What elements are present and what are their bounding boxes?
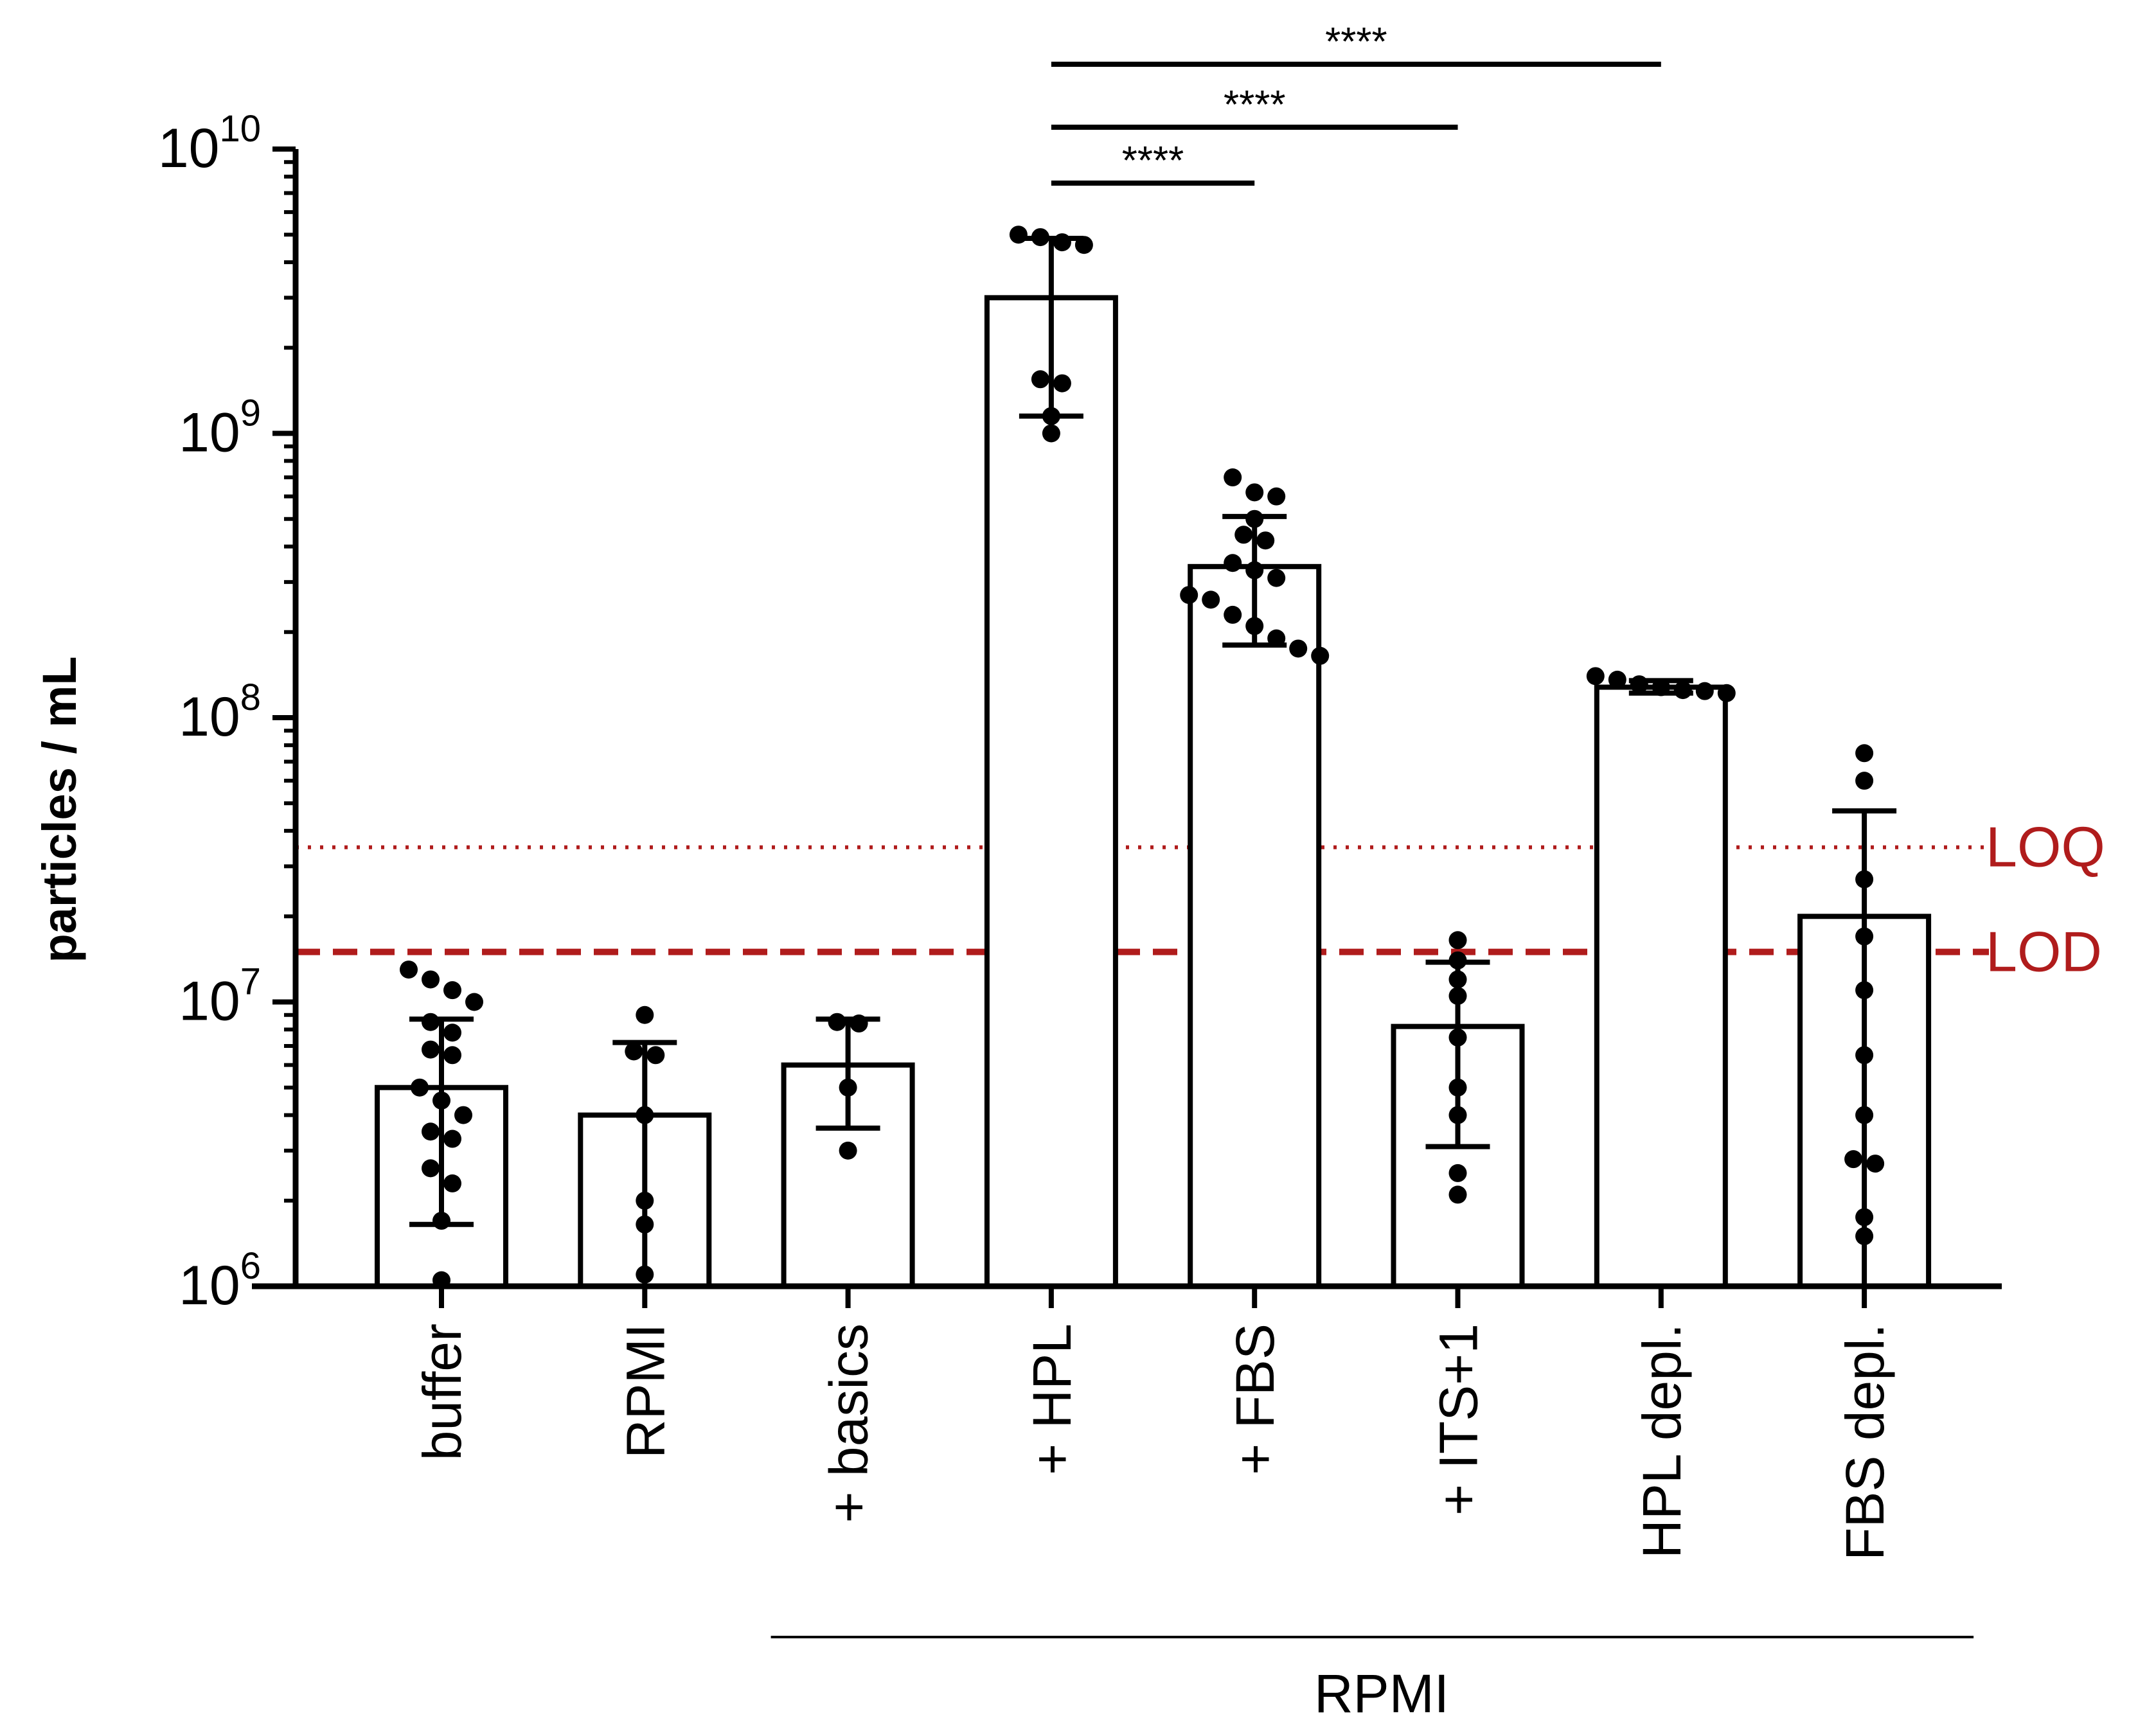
- data-point: [465, 993, 483, 1011]
- x-tick-label: + basics: [819, 1324, 879, 1523]
- data-point: [1448, 931, 1467, 950]
- data-point: [422, 1122, 440, 1141]
- data-point: [422, 1040, 440, 1059]
- data-point: [1224, 605, 1242, 624]
- data-point: [1844, 1150, 1863, 1169]
- y-tick-label: 106: [179, 1245, 261, 1316]
- significance-label: ****: [1122, 139, 1184, 183]
- data-point: [422, 1159, 440, 1178]
- data-point: [1053, 374, 1071, 393]
- data-point: [443, 981, 461, 1000]
- data-point: [1311, 646, 1330, 665]
- data-point: [1042, 424, 1060, 443]
- lod-label: LOD: [1986, 920, 2102, 984]
- data-point: [454, 1106, 472, 1124]
- data-point: [1256, 531, 1275, 550]
- data-point: [443, 1046, 461, 1065]
- data-point: [1448, 1185, 1467, 1204]
- data-point: [1289, 639, 1308, 658]
- data-point: [1267, 487, 1286, 506]
- data-point: [1717, 684, 1736, 702]
- data-point: [1224, 468, 1242, 487]
- data-point: [1448, 1164, 1467, 1182]
- bar: [984, 295, 1118, 1289]
- group-bracket-label: RPMI: [1314, 1663, 1449, 1724]
- y-tick-label: 1010: [158, 108, 261, 179]
- x-tick-label: buffer: [412, 1324, 472, 1460]
- x-tick-label: + HPL: [1022, 1324, 1082, 1475]
- bar: [1188, 563, 1322, 1289]
- data-point: [443, 1129, 461, 1148]
- bar: [1594, 684, 1728, 1289]
- data-point: [1245, 483, 1264, 502]
- data-point: [1180, 586, 1198, 605]
- data-point: [411, 1078, 429, 1097]
- y-tick-label: 108: [179, 677, 261, 748]
- y-axis-title: particles / mL: [33, 656, 86, 962]
- data-point: [1673, 681, 1692, 700]
- x-tick-label: FBS depl.: [1835, 1324, 1895, 1561]
- data-point: [1031, 370, 1049, 389]
- y-tick-label: 107: [179, 961, 261, 1032]
- data-point: [443, 1023, 461, 1042]
- data-point: [1866, 1155, 1885, 1173]
- data-point: [839, 1141, 857, 1160]
- data-point: [422, 970, 440, 989]
- x-tick-label: + FBS: [1225, 1324, 1285, 1475]
- data-point: [1855, 744, 1874, 763]
- data-point: [443, 1174, 461, 1192]
- data-point: [1586, 667, 1605, 686]
- y-tick-label: 109: [179, 393, 261, 464]
- data-point: [625, 1042, 643, 1061]
- x-tick-label: RPMI: [615, 1324, 675, 1458]
- significance-label: ****: [1325, 20, 1387, 64]
- data-point: [422, 1013, 440, 1031]
- data-point: [636, 1005, 654, 1024]
- data-point: [1695, 682, 1714, 700]
- data-point: [1224, 554, 1242, 572]
- data-point: [400, 961, 418, 979]
- data-point: [828, 1013, 846, 1031]
- significance-label: ****: [1224, 83, 1286, 127]
- x-tick-label: + ITS+1: [1429, 1324, 1489, 1516]
- loq-label: LOQ: [1986, 815, 2105, 879]
- data-point: [1855, 772, 1874, 790]
- x-tick-label: HPL depl.: [1632, 1324, 1692, 1559]
- data-point: [1608, 670, 1626, 689]
- data-point: [646, 1046, 665, 1065]
- data-point: [1267, 569, 1286, 587]
- data-point: [1234, 526, 1253, 544]
- data-point: [1202, 590, 1220, 609]
